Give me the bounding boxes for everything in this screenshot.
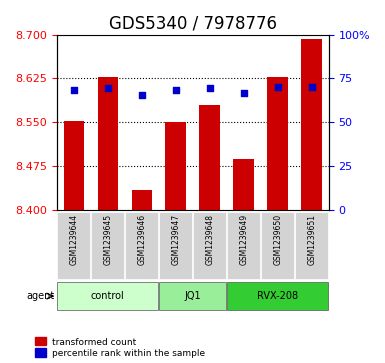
- FancyBboxPatch shape: [228, 282, 328, 310]
- Bar: [199, 105, 220, 210]
- Point: [105, 86, 111, 91]
- Legend: transformed count, percentile rank within the sample: transformed count, percentile rank withi…: [35, 338, 205, 359]
- Point: [275, 84, 281, 90]
- Bar: [97, 77, 118, 210]
- FancyBboxPatch shape: [159, 212, 192, 279]
- Bar: [233, 159, 254, 210]
- Title: GDS5340 / 7978776: GDS5340 / 7978776: [109, 15, 277, 33]
- FancyBboxPatch shape: [159, 282, 226, 310]
- Text: agent: agent: [27, 291, 55, 301]
- Text: control: control: [91, 291, 125, 301]
- Text: GSM1239651: GSM1239651: [307, 214, 316, 265]
- FancyBboxPatch shape: [91, 212, 124, 279]
- Point: [207, 86, 213, 91]
- FancyBboxPatch shape: [295, 212, 328, 279]
- Bar: [166, 122, 186, 210]
- Text: GSM1239645: GSM1239645: [103, 214, 112, 265]
- Point: [241, 90, 247, 96]
- Text: RVX-208: RVX-208: [257, 291, 298, 301]
- Text: GSM1239650: GSM1239650: [273, 214, 282, 265]
- Text: GSM1239646: GSM1239646: [137, 214, 146, 265]
- Text: GSM1239648: GSM1239648: [205, 214, 214, 265]
- Point: [308, 84, 315, 90]
- Point: [139, 92, 145, 98]
- FancyBboxPatch shape: [228, 212, 260, 279]
- Point: [70, 87, 77, 93]
- Bar: [64, 121, 84, 210]
- FancyBboxPatch shape: [261, 212, 294, 279]
- Bar: [132, 190, 152, 210]
- Bar: [301, 39, 322, 210]
- Text: GSM1239649: GSM1239649: [239, 214, 248, 265]
- FancyBboxPatch shape: [57, 282, 158, 310]
- FancyBboxPatch shape: [126, 212, 158, 279]
- Text: JQ1: JQ1: [184, 291, 201, 301]
- Text: GSM1239647: GSM1239647: [171, 214, 180, 265]
- FancyBboxPatch shape: [57, 212, 90, 279]
- Text: GSM1239644: GSM1239644: [69, 214, 78, 265]
- FancyBboxPatch shape: [193, 212, 226, 279]
- Point: [172, 87, 179, 93]
- Bar: [268, 77, 288, 210]
